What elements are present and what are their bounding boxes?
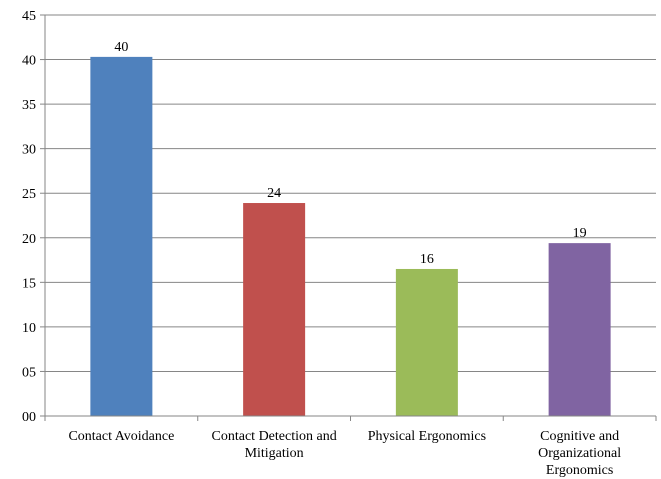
y-tick-label: 10 — [22, 321, 36, 336]
x-category-label: Contact Detection and — [212, 429, 337, 444]
y-tick-label: 40 — [22, 54, 36, 69]
bar — [395, 268, 458, 416]
data-label: 40 — [114, 40, 128, 55]
x-category-label: Mitigation — [245, 446, 304, 461]
y-tick-label: 20 — [22, 232, 36, 247]
data-label: 24 — [267, 186, 281, 201]
y-tick-label: 35 — [22, 98, 36, 113]
bar — [548, 243, 611, 416]
bar — [90, 56, 153, 416]
bar — [243, 203, 306, 416]
y-tick-label: 30 — [22, 143, 36, 158]
y-axis-ticks: 00 05 10 15 20 25 30 35 40 45 — [22, 9, 36, 425]
x-category-label: Cognitive and — [540, 429, 619, 444]
y-tick-label: 00 — [22, 410, 36, 425]
y-tick-label: 15 — [22, 276, 36, 291]
bars — [90, 56, 611, 416]
y-tick-label: 05 — [22, 365, 36, 380]
y-tick-label: 25 — [22, 187, 36, 202]
axes — [40, 14, 657, 421]
data-label: 19 — [573, 226, 587, 241]
x-axis-labels: Contact Avoidance Contact Detection and Mi… — [68, 429, 621, 478]
x-category-label: Organizational — [538, 446, 621, 461]
data-labels: 40 24 16 19 — [114, 40, 586, 267]
x-category-label: Contact Avoidance — [68, 429, 174, 444]
y-tick-label: 45 — [22, 9, 36, 24]
x-category-label: Ergonomics — [546, 463, 613, 478]
data-label: 16 — [420, 252, 434, 267]
x-category-label: Physical Ergonomics — [368, 429, 486, 444]
